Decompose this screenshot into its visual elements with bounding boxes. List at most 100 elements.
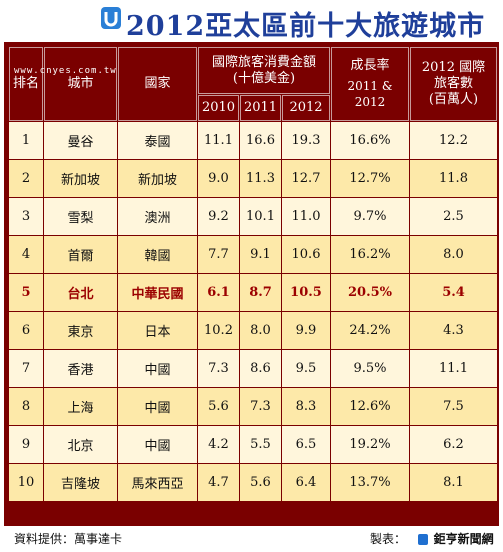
- cell-country: 日本: [118, 312, 197, 349]
- cell-visitors: 4.3: [410, 312, 497, 349]
- source-note: 資料提供：萬事達卡: [14, 532, 123, 546]
- cell-visitors: 2.5: [410, 198, 497, 235]
- header-visitors-label2: 旅客數: [433, 76, 473, 91]
- header-country: 國家: [118, 47, 197, 121]
- cell-country: 韓國: [118, 236, 197, 273]
- cell-v2011: 8.6: [240, 350, 281, 387]
- table-row: 5 台北 中華民國 6.1 8.7 10.5 20.5% 5.4: [9, 274, 497, 311]
- header-growth-label: 成長率: [350, 58, 390, 73]
- cell-v2011: 8.7: [240, 274, 281, 311]
- cell-growth: 19.2%: [331, 426, 409, 463]
- brand-logo-icon: [417, 534, 428, 545]
- cell-city: 吉隆坡: [44, 464, 117, 501]
- cell-v2012: 12.7: [282, 160, 330, 197]
- cell-v2012: 19.3: [282, 122, 330, 159]
- cell-rank: 4: [9, 236, 43, 273]
- cell-v2011: 5.6: [240, 464, 281, 501]
- cell-city: 上海: [44, 388, 117, 425]
- table-row: 4 首爾 韓國 7.7 9.1 10.6 16.2% 8.0: [9, 236, 497, 273]
- header-year-2011: 2011: [240, 95, 281, 121]
- cell-growth: 16.2%: [331, 236, 409, 273]
- cell-rank: 7: [9, 350, 43, 387]
- cell-v2012: 6.5: [282, 426, 330, 463]
- cell-country: 馬來西亞: [118, 464, 197, 501]
- cell-country: 新加坡: [118, 160, 197, 197]
- cell-visitors: 6.2: [410, 426, 497, 463]
- cell-rank: 6: [9, 312, 43, 349]
- cell-country: 中國: [118, 350, 197, 387]
- cell-growth: 13.7%: [331, 464, 409, 501]
- header-growth-years: 2011 & 2012: [347, 79, 393, 109]
- cell-rank: 2: [9, 160, 43, 197]
- ranking-table: 排名 城市 國家 國際旅客消費金額 (十億美金) 成長率 2011 & 2012…: [8, 46, 498, 502]
- cell-v2010: 9.0: [198, 160, 239, 197]
- cell-growth: 12.6%: [331, 388, 409, 425]
- cell-city: 香港: [44, 350, 117, 387]
- header-visitors-unit: (百萬人): [428, 92, 479, 107]
- header-rank: 排名: [9, 47, 43, 121]
- header-spend-label: 國際旅客消費金額: [211, 54, 316, 70]
- cell-visitors: 7.5: [410, 388, 497, 425]
- cell-v2010: 4.2: [198, 426, 239, 463]
- header-visitors-label: 2012 國際: [421, 60, 486, 75]
- ranking-table-body: 1 曼谷 泰國 11.1 16.6 19.3 16.6% 12.2 2 新加坡 新加坡 9.0 11.3…: [9, 122, 497, 501]
- cell-v2012: 6.4: [282, 464, 330, 501]
- cell-v2012: 10.5: [282, 274, 330, 311]
- cell-v2011: 5.5: [240, 426, 281, 463]
- cell-visitors: 8.1: [410, 464, 497, 501]
- cell-v2010: 7.7: [198, 236, 239, 273]
- table-row: 9 北京 中國 4.2 5.5 6.5 19.2% 6.2: [9, 426, 497, 463]
- cell-v2010: 5.6: [198, 388, 239, 425]
- cell-city: 首爾: [44, 236, 117, 273]
- brand-name: 鉅亨新聞網: [433, 532, 494, 546]
- cell-country: 泰國: [118, 122, 197, 159]
- cell-rank: 8: [9, 388, 43, 425]
- cell-city: 雪梨: [44, 198, 117, 235]
- table-row: 2 新加坡 新加坡 9.0 11.3 12.7 12.7% 11.8: [9, 160, 497, 197]
- page-title: 2012亞太區前十大旅遊城市: [126, 11, 486, 42]
- cell-growth: 9.5%: [331, 350, 409, 387]
- cell-v2011: 7.3: [240, 388, 281, 425]
- cell-v2010: 4.7: [198, 464, 239, 501]
- cell-city: 新加坡: [44, 160, 117, 197]
- cell-v2012: 8.3: [282, 388, 330, 425]
- cell-visitors: 5.4: [410, 274, 497, 311]
- cell-v2012: 9.5: [282, 350, 330, 387]
- cell-v2012: 10.6: [282, 236, 330, 273]
- cell-rank: 10: [9, 464, 43, 501]
- cell-growth: 12.7%: [331, 160, 409, 197]
- cell-v2011: 8.0: [240, 312, 281, 349]
- cell-country: 中華民國: [118, 274, 197, 311]
- cell-v2011: 9.1: [240, 236, 281, 273]
- cell-rank: 3: [9, 198, 43, 235]
- table-row: 1 曼谷 泰國 11.1 16.6 19.3 16.6% 12.2: [9, 122, 497, 159]
- cell-country: 澳洲: [118, 198, 197, 235]
- table-row: 6 東京 日本 10.2 8.0 9.9 24.2% 4.3: [9, 312, 497, 349]
- page-title-bar: 2012亞太區前十大旅遊城市: [0, 0, 503, 42]
- ranking-table-frame: 排名 城市 國家 國際旅客消費金額 (十億美金) 成長率 2011 & 2012…: [4, 42, 499, 526]
- cell-growth: 16.6%: [331, 122, 409, 159]
- table-row: 7 香港 中國 7.3 8.6 9.5 9.5% 11.1: [9, 350, 497, 387]
- cell-v2010: 10.2: [198, 312, 239, 349]
- cell-city: 北京: [44, 426, 117, 463]
- cell-city: 曼谷: [44, 122, 117, 159]
- cell-v2010: 7.3: [198, 350, 239, 387]
- cell-v2012: 11.0: [282, 198, 330, 235]
- cell-rank: 1: [9, 122, 43, 159]
- header-spend-group: 國際旅客消費金額 (十億美金): [198, 47, 330, 94]
- header-year-2012: 2012: [282, 95, 330, 121]
- cell-v2012: 9.9: [282, 312, 330, 349]
- cell-visitors: 11.1: [410, 350, 497, 387]
- watermark: www.cnyes.com.tw: [14, 66, 117, 76]
- cell-v2010: 9.2: [198, 198, 239, 235]
- cell-city: 台北: [44, 274, 117, 311]
- header-spend-unit: (十億美金): [232, 70, 296, 86]
- cell-rank: 5: [9, 274, 43, 311]
- cell-rank: 9: [9, 426, 43, 463]
- cell-country: 中國: [118, 388, 197, 425]
- cell-city: 東京: [44, 312, 117, 349]
- cell-v2011: 10.1: [240, 198, 281, 235]
- header-visitors: 2012 國際 旅客數 (百萬人): [410, 47, 497, 121]
- cell-visitors: 11.8: [410, 160, 497, 197]
- cell-growth: 24.2%: [331, 312, 409, 349]
